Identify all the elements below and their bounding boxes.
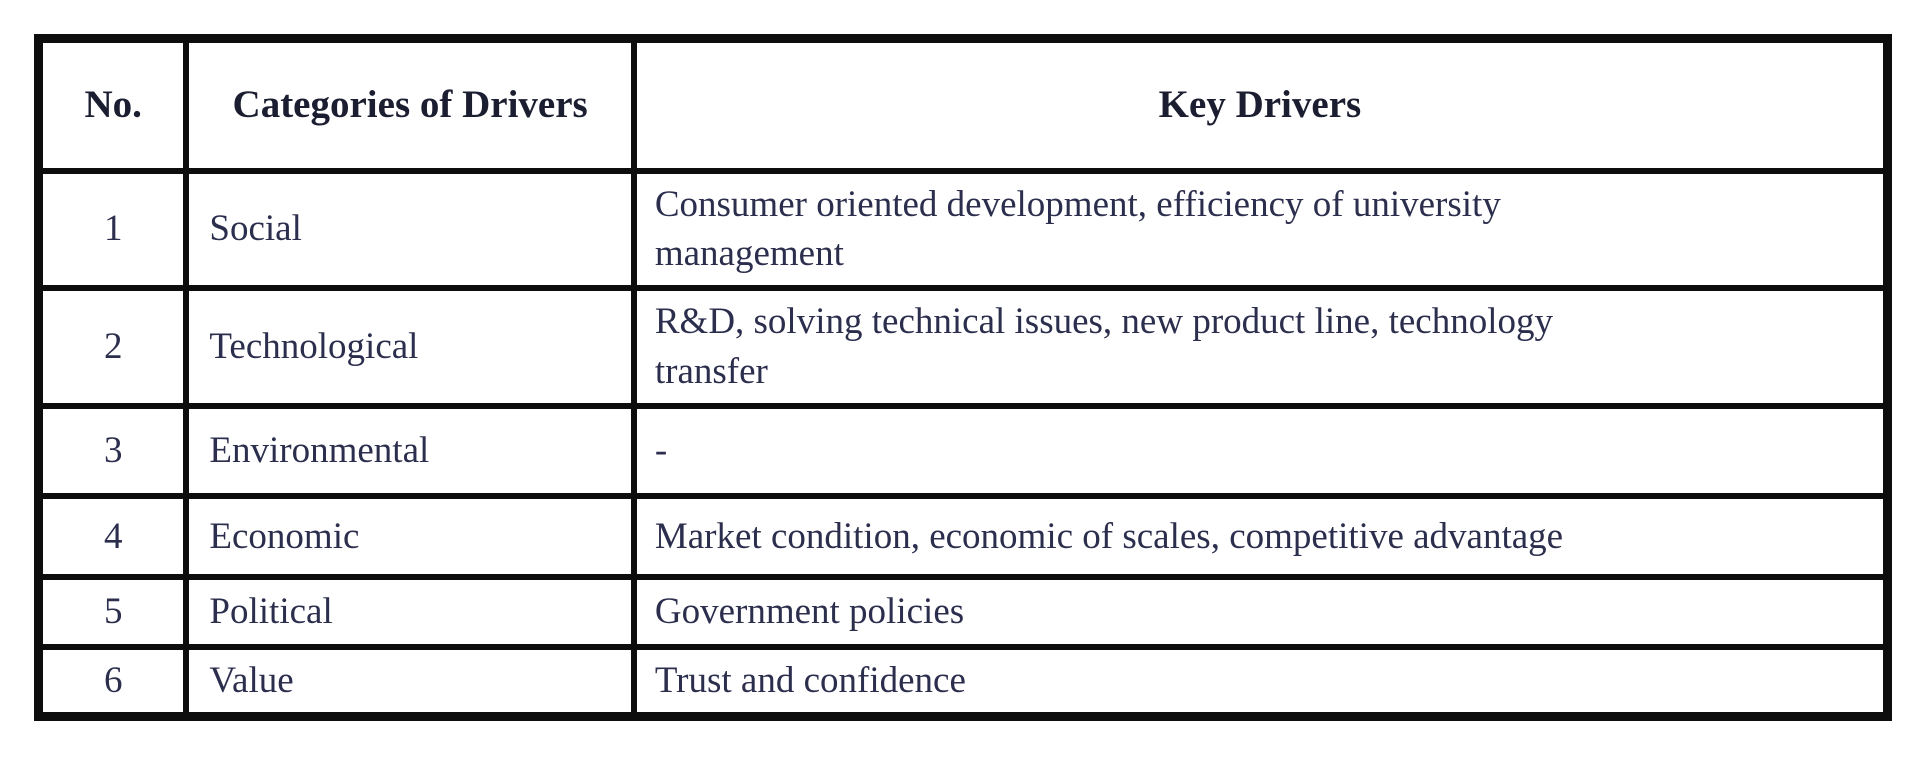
table-row: 1 Social Consumer oriented development, … xyxy=(35,167,1891,292)
cell-drivers: Government policies xyxy=(630,574,1891,651)
cell-drivers: R&D, solving technical issues, new produ… xyxy=(630,285,1891,410)
cell-no: 5 xyxy=(35,574,190,651)
cell-no: 4 xyxy=(35,493,190,581)
table-row: 5 Political Government policies xyxy=(35,574,1891,651)
cell-category: Environmental xyxy=(183,403,637,500)
cell-no: 2 xyxy=(35,285,190,410)
cell-drivers: - xyxy=(630,403,1891,500)
cell-no: 6 xyxy=(35,644,190,720)
cell-category: Political xyxy=(183,574,637,651)
cell-drivers: Consumer oriented development, efficienc… xyxy=(630,167,1891,292)
cell-category: Value xyxy=(183,644,637,720)
cell-no: 1 xyxy=(35,167,190,292)
cell-no: 3 xyxy=(35,403,190,500)
cell-drivers: Market condition, economic of scales, co… xyxy=(630,493,1891,581)
column-header-categories: Categories of Drivers xyxy=(183,35,637,174)
cell-drivers: Trust and confidence xyxy=(630,644,1891,720)
column-header-no: No. xyxy=(35,35,190,174)
table-row: 4 Economic Market condition, economic of… xyxy=(35,493,1891,581)
table-row: 2 Technological R&D, solving technical i… xyxy=(35,285,1891,410)
table-row: 6 Value Trust and confidence xyxy=(35,644,1891,720)
cell-category: Technological xyxy=(183,285,637,410)
table-row: 3 Environmental - xyxy=(35,403,1891,500)
cell-category: Social xyxy=(183,167,637,292)
column-header-key-drivers: Key Drivers xyxy=(630,35,1891,174)
cell-category: Economic xyxy=(183,493,637,581)
key-drivers-table: No. Categories of Drivers Key Drivers 1 … xyxy=(34,34,1892,722)
table-header-row: No. Categories of Drivers Key Drivers xyxy=(35,35,1891,174)
